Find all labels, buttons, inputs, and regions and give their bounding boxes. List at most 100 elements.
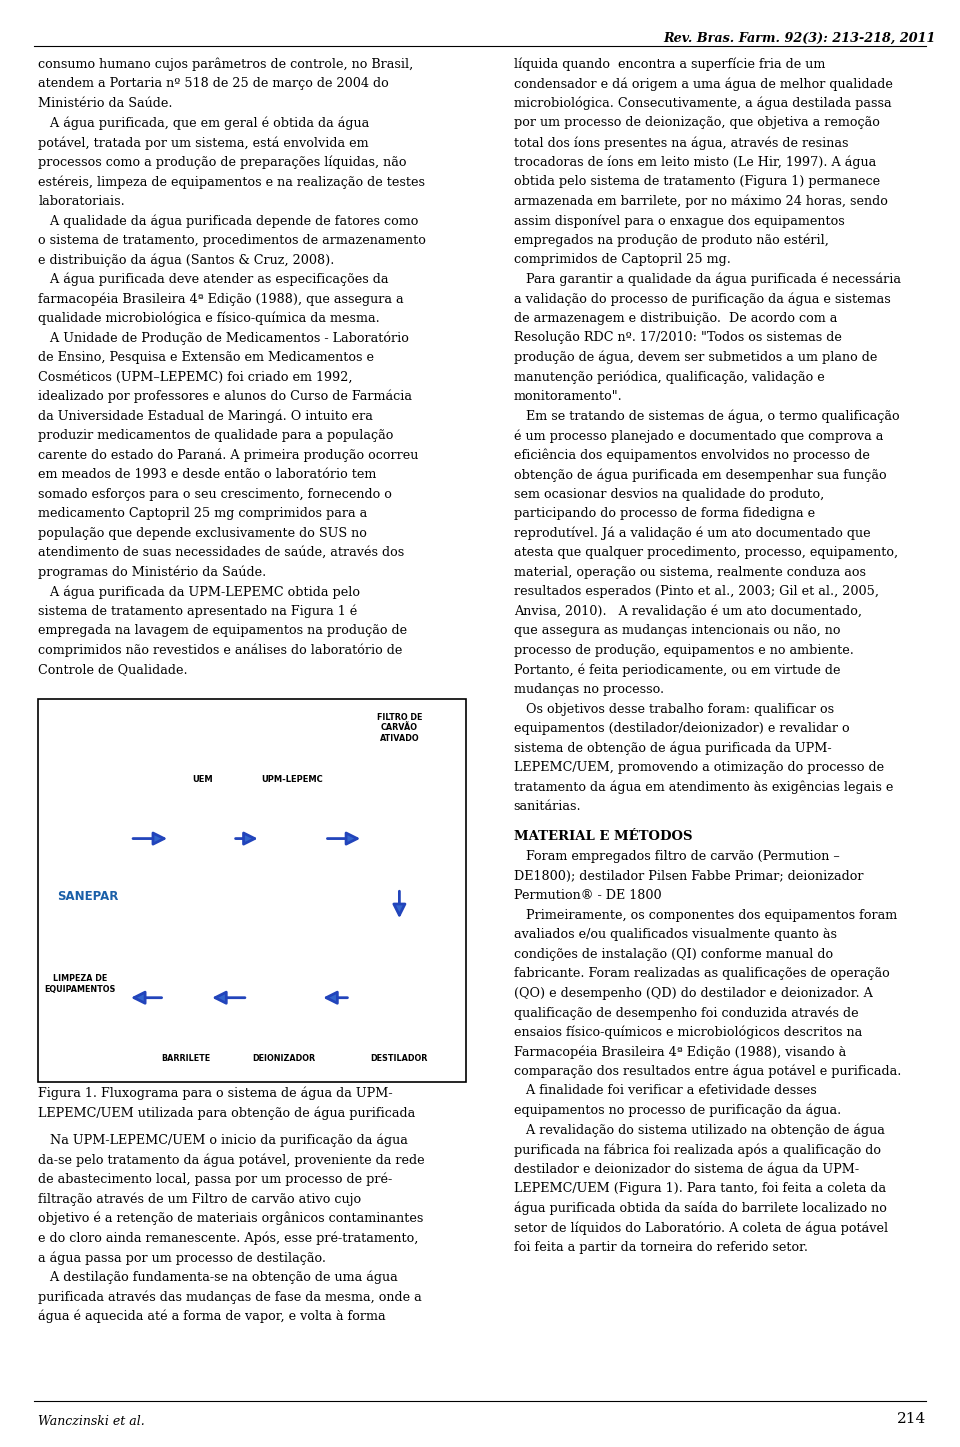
Text: a água passa por um processo de destilação.: a água passa por um processo de destilaç… — [38, 1252, 326, 1265]
Text: Na UPM-LEPEMC/UEM o inicio da purificação da água: Na UPM-LEPEMC/UEM o inicio da purificaçã… — [38, 1134, 408, 1147]
Text: obtenção de água purificada em desempenhar sua função: obtenção de água purificada em desempenh… — [514, 467, 886, 482]
Text: processos como a produção de preparações líquidas, não: processos como a produção de preparações… — [38, 155, 407, 169]
Text: MATERIAL E MÉTODOS: MATERIAL E MÉTODOS — [514, 831, 692, 844]
Text: a validação do processo de purificação da água e sistemas: a validação do processo de purificação d… — [514, 292, 890, 305]
Text: de Ensino, Pesquisa e Extensão em Medicamentos e: de Ensino, Pesquisa e Extensão em Medica… — [38, 350, 374, 363]
Text: produzir medicamentos de qualidade para a população: produzir medicamentos de qualidade para … — [38, 428, 394, 441]
Text: total dos íons presentes na água, através de resinas: total dos íons presentes na água, atravé… — [514, 136, 848, 149]
Text: programas do Ministério da Saúde.: programas do Ministério da Saúde. — [38, 566, 267, 579]
Text: farmacopéia Brasileira 4ª Edição (1988), que assegura a: farmacopéia Brasileira 4ª Edição (1988),… — [38, 292, 404, 305]
Text: equipamentos (destilador/deionizador) e revalidar o: equipamentos (destilador/deionizador) e … — [514, 722, 850, 735]
Text: microbiológica. Consecutivamente, a água destilada passa: microbiológica. Consecutivamente, a água… — [514, 97, 891, 110]
Text: setor de líquidos do Laboratório. A coleta de água potável: setor de líquidos do Laboratório. A cole… — [514, 1221, 888, 1234]
Text: medicamento Captopril 25 mg comprimidos para a: medicamento Captopril 25 mg comprimidos … — [38, 506, 368, 519]
Text: laboratoriais.: laboratoriais. — [38, 194, 125, 207]
Text: DE1800); destilador Pilsen Fabbe Primar; deionizador: DE1800); destilador Pilsen Fabbe Primar;… — [514, 870, 863, 883]
Text: A água purificada deve atender as especificações da: A água purificada deve atender as especi… — [38, 272, 389, 287]
Text: de armazenagem e distribuição.  De acordo com a: de armazenagem e distribuição. De acordo… — [514, 311, 837, 324]
Text: 214: 214 — [898, 1412, 926, 1427]
Text: população que depende exclusivamente do SUS no: população que depende exclusivamente do … — [38, 527, 368, 540]
Text: somado esforços para o seu crescimento, fornecendo o: somado esforços para o seu crescimento, … — [38, 488, 393, 501]
Text: A finalidade foi verificar a efetividade desses: A finalidade foi verificar a efetividade… — [514, 1084, 816, 1097]
Text: A qualidade da água purificada depende de fatores como: A qualidade da água purificada depende d… — [38, 214, 419, 227]
Text: qualidade microbiológica e físico-química da mesma.: qualidade microbiológica e físico-químic… — [38, 311, 380, 326]
Text: assim disponível para o enxague dos equipamentos: assim disponível para o enxague dos equi… — [514, 214, 845, 227]
Text: empregados na produção de produto não estéril,: empregados na produção de produto não es… — [514, 233, 828, 247]
Text: idealizado por professores e alunos do Curso de Farmácia: idealizado por professores e alunos do C… — [38, 389, 413, 404]
Text: (QO) e desempenho (QD) do destilador e deionizador. A: (QO) e desempenho (QD) do destilador e d… — [514, 987, 873, 1000]
Text: condensador e dá origem a uma água de melhor qualidade: condensador e dá origem a uma água de me… — [514, 78, 893, 91]
Text: condições de instalação (QI) conforme manual do: condições de instalação (QI) conforme ma… — [514, 948, 832, 961]
Text: obtida pelo sistema de tratamento (Figura 1) permanece: obtida pelo sistema de tratamento (Figur… — [514, 175, 879, 188]
Text: resultados esperados (Pinto et al., 2003; Gil et al., 2005,: resultados esperados (Pinto et al., 2003… — [514, 585, 878, 598]
Text: atendimento de suas necessidades de saúde, através dos: atendimento de suas necessidades de saúd… — [38, 546, 405, 559]
Text: trocadoras de íons em leito misto (Le Hir, 1997). A água: trocadoras de íons em leito misto (Le Hi… — [514, 155, 876, 169]
Text: atesta que qualquer procedimento, processo, equipamento,: atesta que qualquer procedimento, proces… — [514, 546, 898, 559]
Text: Rev. Bras. Farm. 92(3): 213-218, 2011: Rev. Bras. Farm. 92(3): 213-218, 2011 — [663, 32, 936, 45]
Text: equipamentos no processo de purificação da água.: equipamentos no processo de purificação … — [514, 1104, 841, 1117]
Text: Permution® - DE 1800: Permution® - DE 1800 — [514, 888, 661, 901]
Text: filtração através de um Filtro de carvão ativo cujo: filtração através de um Filtro de carvão… — [38, 1192, 362, 1205]
Text: produção de água, devem ser submetidos a um plano de: produção de água, devem ser submetidos a… — [514, 350, 877, 365]
Text: em meados de 1993 e desde então o laboratório tem: em meados de 1993 e desde então o labora… — [38, 467, 376, 480]
Text: SANEPAR: SANEPAR — [57, 890, 118, 903]
Text: sistema de tratamento apresentado na Figura 1 é: sistema de tratamento apresentado na Fig… — [38, 605, 358, 618]
Text: mudanças no processo.: mudanças no processo. — [514, 683, 663, 696]
Text: reprodutível. Já a validação é um ato documentado que: reprodutível. Já a validação é um ato do… — [514, 527, 870, 540]
Text: ensaios físico-químicos e microbiológicos descritos na: ensaios físico-químicos e microbiológico… — [514, 1026, 862, 1039]
Text: DEIONIZADOR: DEIONIZADOR — [252, 1055, 316, 1064]
Text: Wanczinski et al.: Wanczinski et al. — [38, 1415, 145, 1428]
Text: A Unidade de Produção de Medicamentos - Laboratório: A Unidade de Produção de Medicamentos - … — [38, 331, 409, 344]
Text: empregada na lavagem de equipamentos na produção de: empregada na lavagem de equipamentos na … — [38, 624, 408, 637]
Text: Em se tratando de sistemas de água, o termo qualificação: Em se tratando de sistemas de água, o te… — [514, 410, 900, 423]
Text: e distribuição da água (Santos & Cruz, 2008).: e distribuição da água (Santos & Cruz, 2… — [38, 253, 335, 266]
Text: A água purificada da UPM-LEPEMC obtida pelo: A água purificada da UPM-LEPEMC obtida p… — [38, 585, 360, 599]
Text: que assegura as mudanças intencionais ou não, no: que assegura as mudanças intencionais ou… — [514, 624, 840, 637]
Text: UEM: UEM — [193, 776, 213, 784]
Text: Anvisa, 2010).   A revalidação é um ato documentado,: Anvisa, 2010). A revalidação é um ato do… — [514, 605, 862, 618]
Text: BARRILETE: BARRILETE — [161, 1055, 210, 1064]
Text: processo de produção, equipamentos e no ambiente.: processo de produção, equipamentos e no … — [514, 644, 853, 657]
Text: comprimidos de Captopril 25 mg.: comprimidos de Captopril 25 mg. — [514, 253, 731, 266]
Text: material, operação ou sistema, realmente conduza aos: material, operação ou sistema, realmente… — [514, 566, 866, 579]
Text: potável, tratada por um sistema, está envolvida em: potável, tratada por um sistema, está en… — [38, 136, 369, 149]
Text: comparação dos resultados entre água potável e purificada.: comparação dos resultados entre água pot… — [514, 1065, 901, 1078]
Text: manutenção periódica, qualificação, validação e: manutenção periódica, qualificação, vali… — [514, 370, 825, 383]
Text: água purificada obtida da saída do barrilete localizado no: água purificada obtida da saída do barri… — [514, 1201, 886, 1215]
Text: Foram empregados filtro de carvão (Permution –: Foram empregados filtro de carvão (Permu… — [514, 849, 839, 862]
Text: sanitárias.: sanitárias. — [514, 800, 581, 813]
Text: DESTILADOR: DESTILADOR — [371, 1055, 428, 1064]
Text: da Universidade Estadual de Maringá. O intuito era: da Universidade Estadual de Maringá. O i… — [38, 410, 373, 423]
Text: estéreis, limpeza de equipamentos e na realização de testes: estéreis, limpeza de equipamentos e na r… — [38, 175, 425, 188]
Text: LEPEMC/UEM (Figura 1). Para tanto, foi feita a coleta da: LEPEMC/UEM (Figura 1). Para tanto, foi f… — [514, 1182, 886, 1195]
Text: LEPEMC/UEM utilizada para obtenção de água purificada: LEPEMC/UEM utilizada para obtenção de ág… — [38, 1107, 416, 1120]
Text: Figura 1. Fluxograma para o sistema de água da UPM-: Figura 1. Fluxograma para o sistema de á… — [38, 1087, 393, 1101]
Text: FILTRO DE
CARVÃO
ATIVADO: FILTRO DE CARVÃO ATIVADO — [376, 713, 422, 742]
Text: comprimidos não revestidos e análises do laboratório de: comprimidos não revestidos e análises do… — [38, 644, 403, 657]
Text: Farmacopéia Brasileira 4ª Edição (1988), visando à: Farmacopéia Brasileira 4ª Edição (1988),… — [514, 1045, 846, 1059]
Text: o sistema de tratamento, procedimentos de armazenamento: o sistema de tratamento, procedimentos d… — [38, 233, 426, 246]
Text: sem ocasionar desvios na qualidade do produto,: sem ocasionar desvios na qualidade do pr… — [514, 488, 824, 501]
Text: sistema de obtenção de água purificada da UPM-: sistema de obtenção de água purificada d… — [514, 741, 831, 755]
Text: e do cloro ainda remanescente. Após, esse pré-tratamento,: e do cloro ainda remanescente. Após, ess… — [38, 1231, 419, 1244]
Text: monitoramento".: monitoramento". — [514, 389, 622, 402]
Text: água é aquecida até a forma de vapor, e volta à forma: água é aquecida até a forma de vapor, e … — [38, 1310, 386, 1323]
Text: A destilação fundamenta-se na obtenção de uma água: A destilação fundamenta-se na obtenção d… — [38, 1270, 398, 1283]
Text: consumo humano cujos parâmetros de controle, no Brasil,: consumo humano cujos parâmetros de contr… — [38, 58, 414, 71]
Text: destilador e deionizador do sistema de água da UPM-: destilador e deionizador do sistema de á… — [514, 1162, 859, 1176]
Text: Os objetivos desse trabalho foram: qualificar os: Os objetivos desse trabalho foram: quali… — [514, 702, 833, 715]
Text: A revalidação do sistema utilizado na obtenção de água: A revalidação do sistema utilizado na ob… — [514, 1123, 884, 1137]
Text: A água purificada, que em geral é obtida da água: A água purificada, que em geral é obtida… — [38, 116, 370, 130]
Text: qualificação de desempenho foi conduzida através de: qualificação de desempenho foi conduzida… — [514, 1006, 858, 1020]
Text: Portanto, é feita periodicamente, ou em virtude de: Portanto, é feita periodicamente, ou em … — [514, 663, 840, 677]
Text: LIMPEZA DE
EQUIPAMENTOS: LIMPEZA DE EQUIPAMENTOS — [44, 974, 116, 994]
Text: Primeiramente, os componentes dos equipamentos foram: Primeiramente, os componentes dos equipa… — [514, 909, 897, 922]
Text: Ministério da Saúde.: Ministério da Saúde. — [38, 97, 173, 110]
Text: eficiência dos equipamentos envolvidos no processo de: eficiência dos equipamentos envolvidos n… — [514, 449, 870, 462]
Text: de abastecimento local, passa por um processo de pré-: de abastecimento local, passa por um pro… — [38, 1174, 393, 1187]
Text: armazenada em barrilete, por no máximo 24 horas, sendo: armazenada em barrilete, por no máximo 2… — [514, 194, 887, 208]
Text: Para garantir a qualidade da água purificada é necessária: Para garantir a qualidade da água purifi… — [514, 272, 900, 287]
Text: LEPEMC/UEM, promovendo a otimização do processo de: LEPEMC/UEM, promovendo a otimização do p… — [514, 761, 884, 774]
Text: purificada na fábrica foi realizada após a qualificação do: purificada na fábrica foi realizada após… — [514, 1143, 880, 1156]
Text: atendem a Portaria nº 518 de 25 de março de 2004 do: atendem a Portaria nº 518 de 25 de março… — [38, 78, 389, 90]
